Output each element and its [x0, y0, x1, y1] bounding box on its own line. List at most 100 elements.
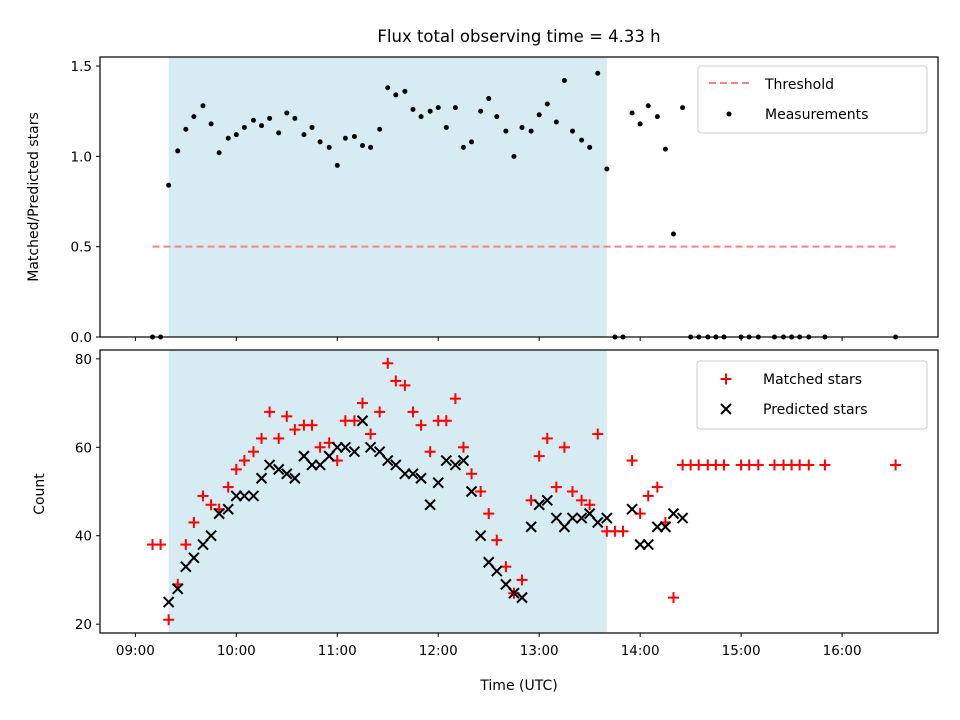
predicted-star-point	[205, 530, 217, 542]
measurement-point	[536, 112, 542, 118]
measurement-point	[250, 117, 256, 123]
measurement-point	[662, 146, 668, 152]
predicted-star-point	[601, 512, 613, 524]
measurement-point	[216, 150, 222, 156]
measurement-point	[309, 124, 315, 130]
predicted-star-point	[533, 499, 545, 511]
measurement-point	[604, 166, 610, 172]
matched-star-point	[890, 459, 902, 471]
bottom-legend-box	[696, 360, 928, 430]
matched-star-point	[558, 441, 570, 453]
measurement-point	[351, 133, 357, 139]
measurement-point	[452, 105, 458, 111]
measurement-point	[629, 110, 635, 116]
bottom-plot-frame	[99, 349, 939, 634]
legend-predicted-marker	[720, 403, 732, 415]
predicted-star-point	[339, 441, 352, 453]
matched-star-point	[357, 397, 369, 409]
matched-star-point	[205, 499, 217, 511]
predicted-star-point	[272, 463, 285, 476]
measurement-point	[166, 182, 172, 188]
measurement-point	[191, 114, 197, 120]
matched-star-point	[197, 490, 209, 502]
predicted-star-point	[373, 445, 386, 458]
bottom-x-tick-label: 14:00	[621, 643, 660, 659]
measurement-point	[680, 105, 686, 111]
measurement-point	[418, 114, 424, 120]
top-panel: 0.0 0.5 1.0 1.5 Matched/Predicted stars Thr…	[26, 56, 939, 346]
predicted-star-point	[172, 583, 184, 595]
matched-star-point	[550, 481, 562, 493]
predicted-star-point	[197, 538, 209, 551]
measurement-point	[478, 108, 484, 114]
bottom-x-tick-label: 12:00	[419, 643, 458, 659]
predicted-star-point	[407, 468, 419, 480]
matched-star-point	[256, 432, 268, 444]
predicted-star-point	[500, 578, 512, 591]
legend-matched-label: Matched stars	[763, 372, 862, 388]
predicted-star-point	[541, 494, 553, 507]
predicted-star-point	[364, 441, 377, 453]
predicted-star-point	[390, 459, 402, 471]
matched-star-point	[651, 481, 663, 493]
predicted-star-point	[281, 468, 293, 480]
bottom-x-tick-label: 11:00	[318, 643, 357, 659]
predicted-star-point	[440, 454, 453, 467]
measurement-point	[511, 153, 517, 159]
matched-star-point	[803, 459, 815, 471]
measurement-point	[427, 108, 433, 114]
measurement-point	[200, 103, 206, 109]
matched-star-point	[457, 441, 469, 453]
predicted-star-point	[667, 507, 680, 520]
bottom-y-tick-label: 60	[75, 440, 92, 456]
measurement-point	[503, 128, 509, 134]
measurement-point	[360, 143, 366, 149]
predicted-star-point	[356, 415, 369, 427]
predicted-star-point	[516, 591, 528, 604]
matched-star-point	[516, 574, 528, 586]
matched-star-point	[449, 393, 461, 405]
matched-star-point	[567, 486, 579, 497]
measurement-point	[241, 124, 247, 130]
measurement-point	[326, 144, 332, 150]
top-y-tick-label: 1.5	[71, 59, 92, 75]
measurement-point	[393, 92, 399, 98]
legend-predicted-label: Predicted stars	[763, 402, 868, 418]
matched-star-point	[626, 455, 638, 467]
measurement-point	[267, 115, 273, 121]
matched-star-point	[424, 446, 436, 458]
measurement-point	[402, 88, 408, 94]
predicted-star-point	[289, 472, 301, 484]
measurement-point	[385, 85, 391, 91]
matched-star-point	[407, 406, 419, 418]
measurement-point	[469, 139, 475, 145]
matched-star-point	[238, 455, 250, 467]
matched-star-point	[466, 468, 478, 480]
matched-star-point	[475, 486, 487, 497]
matched-star-point	[155, 539, 167, 551]
top-legend: Threshold Measurements	[697, 65, 928, 134]
bottom-legend: Matched stars Predicted stars	[696, 360, 928, 430]
measurement-point	[670, 231, 676, 237]
measurement-point	[637, 121, 643, 127]
measurement-point	[342, 135, 348, 141]
matched-star-point	[667, 592, 679, 604]
predicted-star-point	[592, 516, 604, 529]
matched-star-point	[348, 415, 360, 427]
predicted-star-point	[525, 521, 537, 533]
measurement-point	[561, 77, 567, 83]
measurement-point	[570, 128, 576, 134]
predicted-star-point	[222, 503, 234, 515]
matched-star-point	[584, 499, 596, 511]
measurement-point	[284, 110, 290, 116]
predicted-star-point	[432, 476, 444, 489]
predicted-star-point	[263, 459, 276, 471]
matched-star-point	[819, 459, 831, 471]
bottom-y-tick-label: 40	[75, 529, 92, 545]
predicted-star-point	[188, 552, 200, 564]
matched-star-point	[576, 494, 588, 506]
measurement-point	[579, 137, 585, 143]
top-y-tick-label: 0.5	[71, 240, 92, 256]
matched-star-point	[289, 424, 301, 436]
matched-star-point	[374, 406, 386, 418]
